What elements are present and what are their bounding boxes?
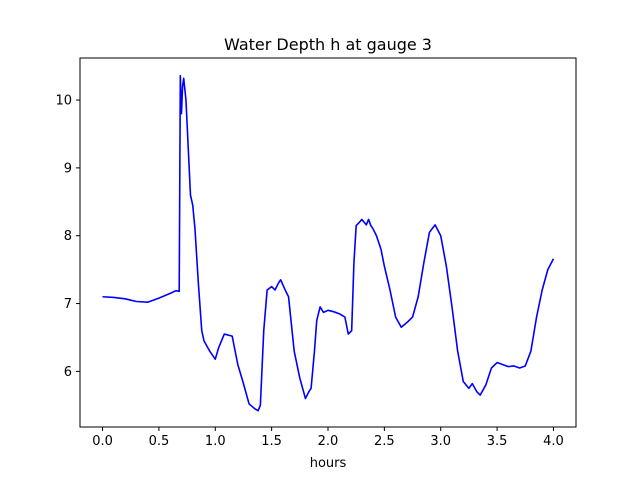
x-tick-label: 1.0 (205, 434, 226, 449)
series-line-0 (102, 74, 555, 412)
y-tick-label: 7 (64, 297, 72, 312)
y-tick-label: 10 (55, 94, 72, 109)
y-axis: 6 7 8 9 10 (55, 94, 80, 380)
x-tick-label: 2.5 (374, 434, 395, 449)
x-tick-label: 4.0 (543, 434, 564, 449)
x-tick-label: 2.0 (318, 434, 339, 449)
plot-area (79, 57, 577, 428)
x-axis: 0.0 0.5 1.0 1.5 2.0 2.5 3.0 3.5 4.0 (92, 427, 564, 449)
x-tick-label: 0.5 (149, 434, 170, 449)
x-tick-label: 0.0 (92, 434, 113, 449)
y-tick-label: 6 (64, 365, 72, 380)
y-tick-label: 8 (64, 229, 72, 244)
x-tick-label: 3.0 (430, 434, 451, 449)
x-tick-label: 3.5 (487, 434, 508, 449)
y-tick-label: 9 (64, 161, 72, 176)
plot-frame (79, 57, 577, 428)
chart-title: Water Depth h at gauge 3 (224, 35, 432, 54)
x-tick-label: 1.5 (261, 434, 282, 449)
x-axis-label: hours (310, 456, 347, 471)
